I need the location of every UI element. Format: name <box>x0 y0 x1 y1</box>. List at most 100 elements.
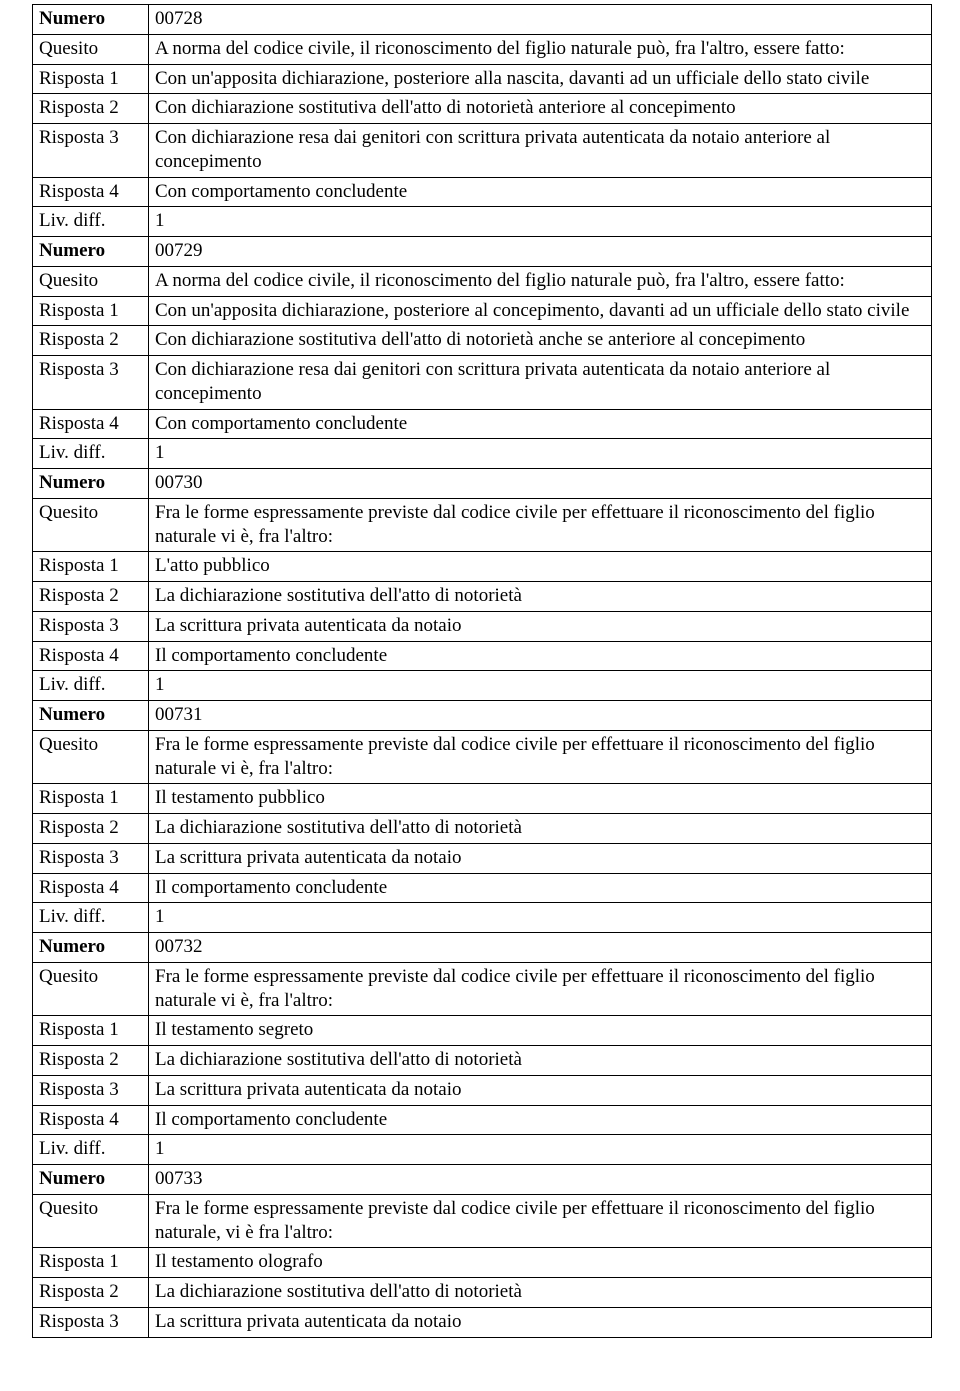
row-label-quesito: Quesito <box>33 34 149 64</box>
row-value-risposta2: La dichiarazione sostitutiva dell'atto d… <box>149 1046 932 1076</box>
row-label-livdiff: Liv. diff. <box>33 671 149 701</box>
row-value-quesito: A norma del codice civile, il riconoscim… <box>149 34 932 64</box>
row-value-risposta1: Con un'apposita dichiarazione, posterior… <box>149 296 932 326</box>
row-label-numero: Numero <box>33 5 149 35</box>
row-value-numero: 00729 <box>149 237 932 267</box>
row-label-livdiff: Liv. diff. <box>33 207 149 237</box>
row-value-risposta4: Con comportamento concludente <box>149 409 932 439</box>
row-label-risposta3: Risposta 3 <box>33 1075 149 1105</box>
row-value-risposta1: Il testamento pubblico <box>149 784 932 814</box>
table-row: Numero00730 <box>33 469 932 499</box>
table-row: Risposta 1Il testamento pubblico <box>33 784 932 814</box>
row-label-risposta4: Risposta 4 <box>33 1105 149 1135</box>
questions-table: Numero00728QuesitoA norma del codice civ… <box>32 4 932 1338</box>
row-label-risposta4: Risposta 4 <box>33 177 149 207</box>
row-value-risposta3: Con dichiarazione resa dai genitori con … <box>149 356 932 410</box>
row-label-risposta1: Risposta 1 <box>33 296 149 326</box>
table-row: Risposta 1L'atto pubblico <box>33 552 932 582</box>
table-row: QuesitoFra le forme espressamente previs… <box>33 1194 932 1248</box>
row-label-risposta1: Risposta 1 <box>33 784 149 814</box>
row-value-risposta3: La scrittura privata autenticata da nota… <box>149 1075 932 1105</box>
row-label-livdiff: Liv. diff. <box>33 1135 149 1165</box>
table-row: Liv. diff.1 <box>33 903 932 933</box>
table-row: Numero00729 <box>33 237 932 267</box>
row-value-livdiff: 1 <box>149 671 932 701</box>
row-value-quesito: Fra le forme espressamente previste dal … <box>149 962 932 1016</box>
row-label-risposta2: Risposta 2 <box>33 94 149 124</box>
table-row: Risposta 4Il comportamento concludente <box>33 641 932 671</box>
row-value-quesito: Fra le forme espressamente previste dal … <box>149 1194 932 1248</box>
row-label-livdiff: Liv. diff. <box>33 903 149 933</box>
row-label-numero: Numero <box>33 237 149 267</box>
table-row: Risposta 2Con dichiarazione sostitutiva … <box>33 326 932 356</box>
table-row: Risposta 3Con dichiarazione resa dai gen… <box>33 124 932 178</box>
table-row: Risposta 2La dichiarazione sostitutiva d… <box>33 814 932 844</box>
row-value-livdiff: 1 <box>149 207 932 237</box>
row-label-risposta2: Risposta 2 <box>33 582 149 612</box>
row-label-quesito: Quesito <box>33 498 149 552</box>
row-value-risposta3: La scrittura privata autenticata da nota… <box>149 843 932 873</box>
row-label-risposta1: Risposta 1 <box>33 1248 149 1278</box>
row-label-quesito: Quesito <box>33 266 149 296</box>
table-row: Numero00731 <box>33 701 932 731</box>
row-value-risposta3: Con dichiarazione resa dai genitori con … <box>149 124 932 178</box>
table-row: Risposta 2La dichiarazione sostitutiva d… <box>33 1278 932 1308</box>
row-label-risposta3: Risposta 3 <box>33 843 149 873</box>
row-value-risposta1: Con un'apposita dichiarazione, posterior… <box>149 64 932 94</box>
row-value-risposta2: Con dichiarazione sostitutiva dell'atto … <box>149 94 932 124</box>
document-page: Numero00728QuesitoA norma del codice civ… <box>0 0 960 1378</box>
row-label-risposta1: Risposta 1 <box>33 64 149 94</box>
row-value-livdiff: 1 <box>149 903 932 933</box>
table-row: Risposta 1Con un'apposita dichiarazione,… <box>33 296 932 326</box>
row-label-quesito: Quesito <box>33 1194 149 1248</box>
table-row: QuesitoA norma del codice civile, il ric… <box>33 266 932 296</box>
table-row: QuesitoFra le forme espressamente previs… <box>33 730 932 784</box>
table-row: Risposta 3Con dichiarazione resa dai gen… <box>33 356 932 410</box>
row-value-numero: 00730 <box>149 469 932 499</box>
row-label-risposta4: Risposta 4 <box>33 641 149 671</box>
row-label-livdiff: Liv. diff. <box>33 439 149 469</box>
table-row: Liv. diff.1 <box>33 207 932 237</box>
row-value-risposta1: L'atto pubblico <box>149 552 932 582</box>
table-row: Risposta 2Con dichiarazione sostitutiva … <box>33 94 932 124</box>
table-row: Risposta 1Il testamento segreto <box>33 1016 932 1046</box>
row-value-risposta1: Il testamento olografo <box>149 1248 932 1278</box>
row-value-numero: 00731 <box>149 701 932 731</box>
table-row: Risposta 3La scrittura privata autentica… <box>33 1307 932 1337</box>
row-value-livdiff: 1 <box>149 1135 932 1165</box>
row-label-risposta3: Risposta 3 <box>33 356 149 410</box>
row-value-livdiff: 1 <box>149 439 932 469</box>
row-value-risposta4: Il comportamento concludente <box>149 641 932 671</box>
row-label-risposta4: Risposta 4 <box>33 409 149 439</box>
row-label-risposta2: Risposta 2 <box>33 1278 149 1308</box>
row-value-risposta3: La scrittura privata autenticata da nota… <box>149 611 932 641</box>
table-row: Risposta 3La scrittura privata autentica… <box>33 843 932 873</box>
row-label-risposta2: Risposta 2 <box>33 326 149 356</box>
row-label-risposta3: Risposta 3 <box>33 611 149 641</box>
row-value-risposta2: Con dichiarazione sostitutiva dell'atto … <box>149 326 932 356</box>
row-label-risposta1: Risposta 1 <box>33 1016 149 1046</box>
row-value-quesito: Fra le forme espressamente previste dal … <box>149 730 932 784</box>
table-row: Liv. diff.1 <box>33 439 932 469</box>
table-row: Risposta 3La scrittura privata autentica… <box>33 1075 932 1105</box>
table-row: Risposta 2La dichiarazione sostitutiva d… <box>33 582 932 612</box>
table-row: Liv. diff.1 <box>33 1135 932 1165</box>
table-row: Risposta 4Con comportamento concludente <box>33 177 932 207</box>
row-value-risposta2: La dichiarazione sostitutiva dell'atto d… <box>149 1278 932 1308</box>
row-label-numero: Numero <box>33 933 149 963</box>
row-label-numero: Numero <box>33 1165 149 1195</box>
table-row: Risposta 2La dichiarazione sostitutiva d… <box>33 1046 932 1076</box>
row-value-numero: 00733 <box>149 1165 932 1195</box>
row-value-quesito: Fra le forme espressamente previste dal … <box>149 498 932 552</box>
table-row: Risposta 1Con un'apposita dichiarazione,… <box>33 64 932 94</box>
row-value-numero: 00732 <box>149 933 932 963</box>
row-value-risposta2: La dichiarazione sostitutiva dell'atto d… <box>149 814 932 844</box>
row-value-risposta2: La dichiarazione sostitutiva dell'atto d… <box>149 582 932 612</box>
row-label-risposta3: Risposta 3 <box>33 124 149 178</box>
row-label-risposta3: Risposta 3 <box>33 1307 149 1337</box>
row-value-risposta4: Il comportamento concludente <box>149 873 932 903</box>
table-row: Risposta 4Con comportamento concludente <box>33 409 932 439</box>
table-row: QuesitoFra le forme espressamente previs… <box>33 962 932 1016</box>
row-label-risposta4: Risposta 4 <box>33 873 149 903</box>
table-row: Numero00733 <box>33 1165 932 1195</box>
